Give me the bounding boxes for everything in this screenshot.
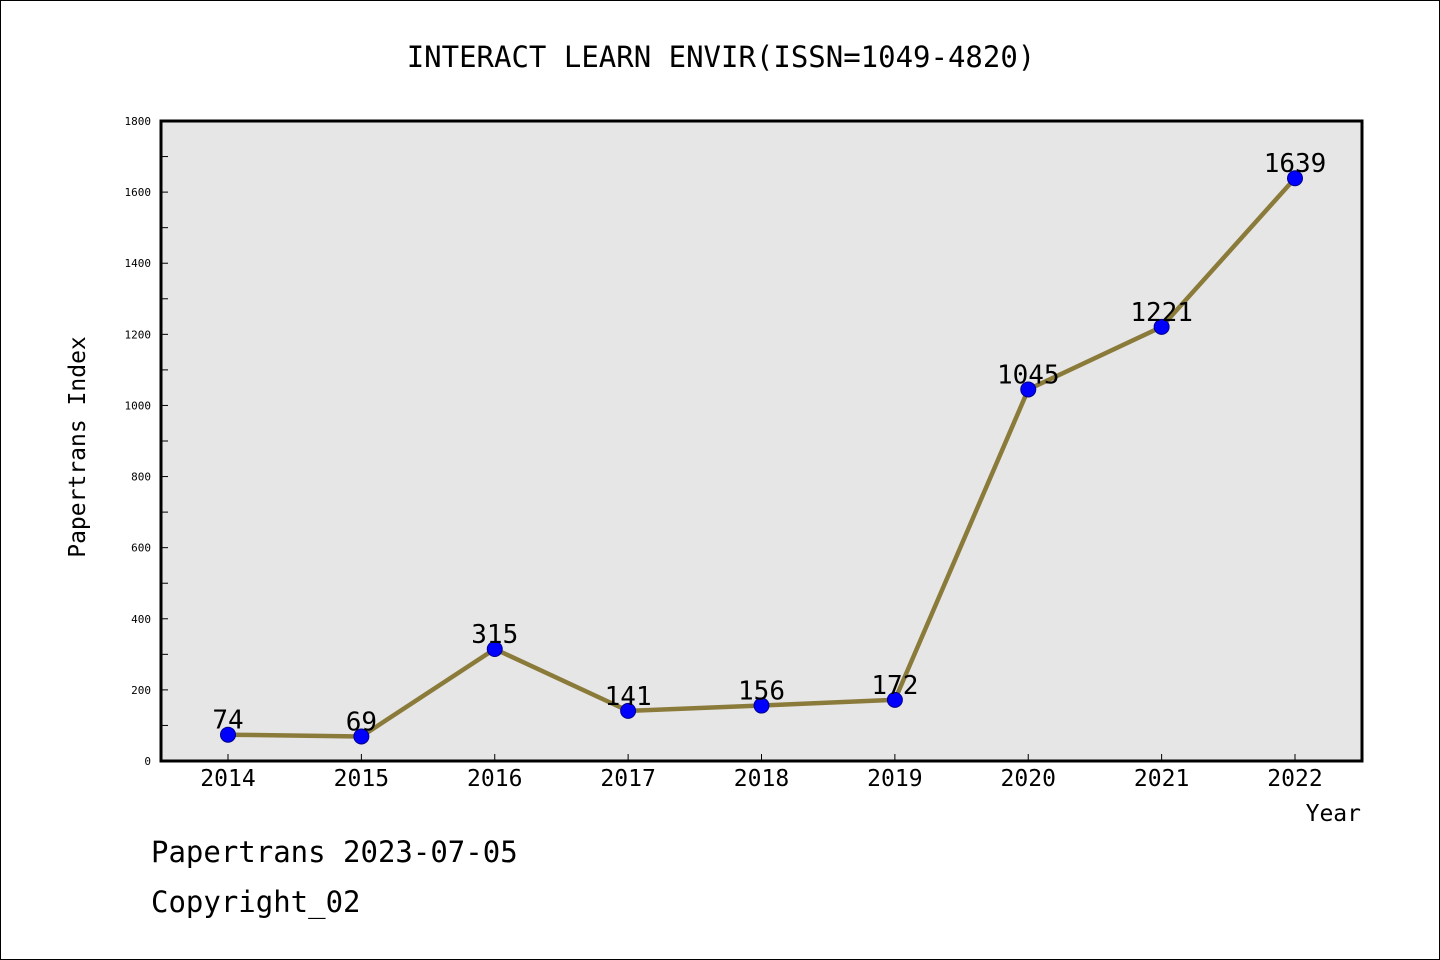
y-tick-label: 0 [144, 755, 151, 768]
data-label: 1639 [1264, 149, 1327, 179]
data-label: 156 [738, 677, 785, 707]
data-point [1020, 381, 1037, 398]
data-label: 69 [346, 707, 377, 737]
data-label: 141 [605, 682, 652, 712]
data-label: 74 [212, 706, 243, 736]
data-point [886, 691, 903, 708]
data-point [753, 697, 770, 714]
y-tick-label: 400 [131, 613, 151, 626]
data-point [353, 728, 370, 745]
x-tick-label: 2017 [600, 766, 655, 792]
data-label: 172 [871, 671, 918, 701]
data-label: 1221 [1130, 298, 1193, 328]
y-tick-label: 1800 [125, 115, 152, 128]
plot-frame [159, 119, 1364, 763]
x-tick-label: 2014 [200, 766, 255, 792]
y-tick-label: 1000 [125, 399, 152, 412]
data-point [220, 726, 236, 743]
data-label: 315 [471, 620, 518, 650]
y-tick-label: 1200 [125, 328, 152, 341]
y-tick-label: 1400 [125, 257, 152, 270]
x-tick-label: 2015 [334, 766, 389, 792]
x-tick-label: 2016 [467, 766, 522, 792]
x-axis-label: Year [1306, 801, 1361, 827]
footer-date: Papertrans 2023-07-05 [151, 835, 518, 869]
x-tick-label: 2022 [1267, 766, 1322, 792]
y-tick-label: 1600 [125, 186, 152, 199]
data-point [486, 641, 503, 657]
data-label: 1045 [997, 360, 1060, 390]
x-tick-label: 2021 [1134, 766, 1189, 792]
data-point [620, 702, 637, 719]
y-tick-label: 200 [131, 684, 151, 697]
plot-area [161, 121, 1362, 761]
y-tick-label: 800 [131, 471, 151, 484]
x-tick-label: 2020 [1001, 766, 1056, 792]
x-tick-label: 2018 [734, 766, 789, 792]
y-tick-label: 600 [131, 542, 151, 555]
footer-copyright: Copyright_02 [151, 885, 361, 919]
data-point [1153, 318, 1170, 335]
x-tick-label: 2019 [867, 766, 922, 792]
chart-title: INTERACT LEARN ENVIR(ISSN=1049-4820) [407, 40, 1036, 74]
y-axis-label: Papertrans Index [65, 336, 91, 558]
data-point [1287, 170, 1303, 187]
